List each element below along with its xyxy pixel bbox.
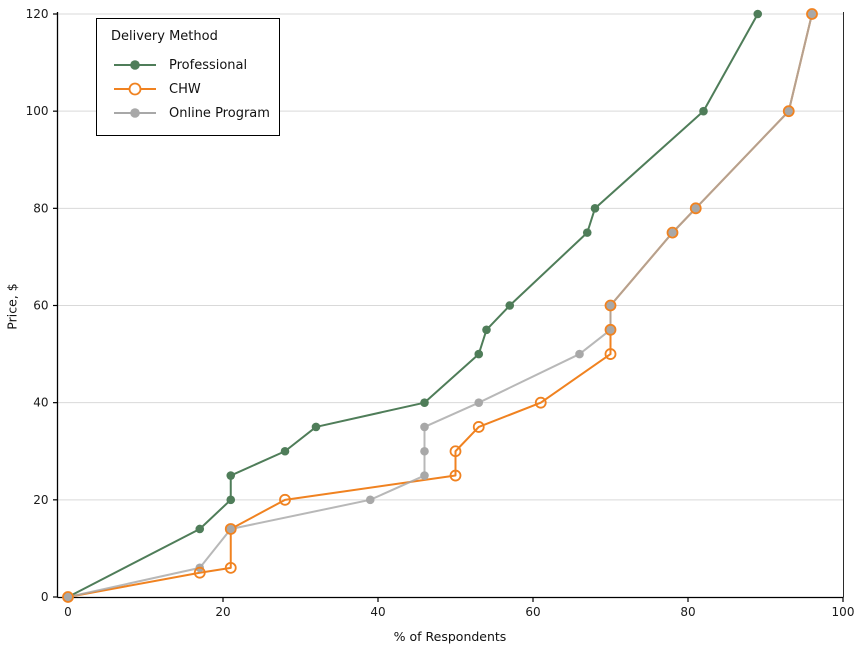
- chw-marker: [666, 226, 679, 239]
- x-tick-label-100: 100: [832, 605, 855, 619]
- chw-marker: [604, 299, 617, 312]
- chw-legend-symbol-icon: [114, 82, 156, 96]
- chw-marker: [689, 202, 702, 215]
- chw-marker: [604, 323, 617, 336]
- professional-marker: [280, 446, 290, 456]
- online-program-marker: [784, 106, 794, 116]
- professional-marker: [482, 325, 491, 335]
- legend-title: Delivery Method: [111, 29, 218, 44]
- chw-marker: [62, 591, 74, 603]
- chw-marker: [449, 469, 462, 482]
- legend-label-online-program: Online Program: [169, 105, 270, 121]
- legend-entries: Professional CHW Online Program: [111, 53, 270, 125]
- y-tick-label-0: 0: [41, 590, 49, 604]
- x-tick-label-0: 0: [64, 605, 72, 619]
- chw-marker: [193, 566, 206, 579]
- legend-entry-chw: CHW: [111, 77, 267, 101]
- professional-marker: [195, 524, 205, 534]
- professional-marker: [474, 349, 484, 359]
- legend: Delivery Method Professional CHW Online Pr…: [96, 18, 280, 136]
- y-tick-label-100: 100: [26, 104, 49, 118]
- professional-marker: [582, 228, 592, 237]
- online-program-marker: [575, 349, 584, 359]
- legend-entry-professional: Professional: [111, 53, 267, 77]
- y-tick-label-20: 20: [33, 493, 48, 507]
- chw-marker: [534, 396, 547, 409]
- professional-marker: [699, 106, 708, 116]
- online-program-marker: [691, 204, 701, 213]
- professional-marker: [311, 422, 321, 432]
- y-tick-label-120: 120: [26, 7, 49, 21]
- online-program-legend-symbol-icon: [114, 108, 156, 118]
- y-tick-label-80: 80: [33, 201, 48, 215]
- y-tick-label-60: 60: [33, 299, 48, 313]
- online-program-marker: [668, 228, 677, 237]
- chw-marker: [472, 421, 485, 433]
- y-axis-title: Price, $: [4, 283, 20, 330]
- online-program-marker: [420, 446, 429, 456]
- y-tick-label-40: 40: [33, 396, 48, 410]
- online-program-marker: [63, 592, 73, 602]
- chw-marker: [782, 105, 795, 118]
- professional-marker: [753, 9, 763, 19]
- online-program-marker: [606, 325, 615, 335]
- chw-marker: [224, 561, 237, 574]
- online-program-marker: [365, 495, 375, 505]
- legend-label-chw: CHW: [169, 81, 201, 97]
- x-tick-label-40: 40: [370, 605, 385, 619]
- online-program-marker: [420, 471, 429, 480]
- professional-marker: [420, 398, 429, 407]
- chw-marker: [224, 523, 237, 535]
- chw-marker: [806, 8, 818, 20]
- online-program-marker: [606, 301, 615, 310]
- professional-marker: [505, 301, 515, 310]
- legend-label-professional: Professional: [169, 57, 248, 73]
- chw-marker: [279, 493, 291, 506]
- online-program-marker: [226, 524, 236, 534]
- professional-marker: [590, 204, 600, 213]
- professional-legend-symbol-icon: [114, 60, 156, 70]
- professional-marker: [226, 495, 236, 505]
- chw-marker: [449, 445, 462, 458]
- x-tick-label-80: 80: [680, 605, 695, 619]
- online-program-marker: [474, 398, 484, 407]
- x-tick-label-20: 20: [215, 605, 230, 619]
- x-tick-label-60: 60: [525, 605, 540, 619]
- legend-entry-online-program: Online Program: [111, 101, 270, 125]
- online-program-marker: [807, 9, 817, 19]
- chw-marker: [604, 348, 617, 360]
- professional-marker: [226, 471, 236, 480]
- x-axis-title: % of Respondents: [393, 629, 507, 644]
- online-program-marker: [420, 422, 429, 432]
